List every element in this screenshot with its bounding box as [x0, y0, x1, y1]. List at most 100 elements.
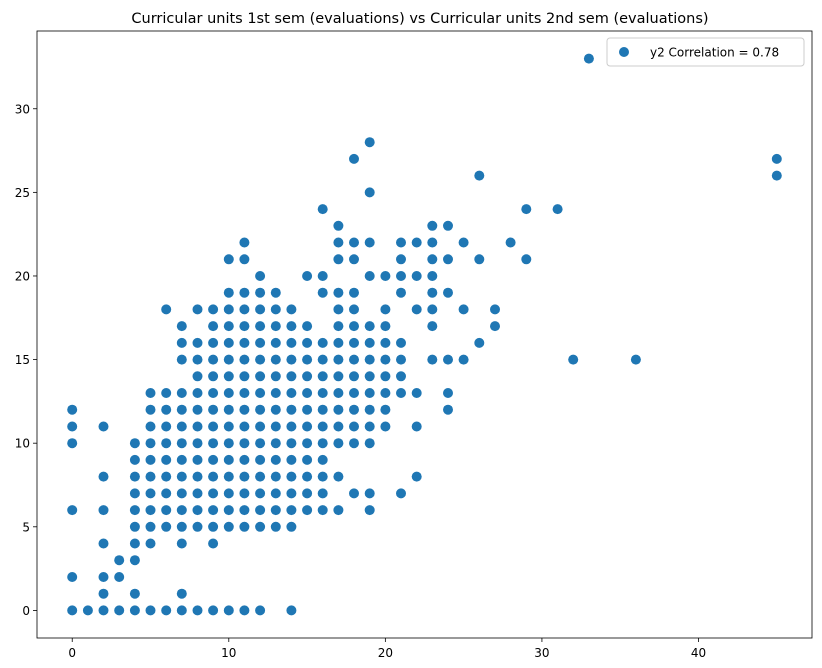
- data-point: [208, 404, 219, 415]
- data-point: [286, 421, 297, 432]
- data-point: [396, 254, 406, 265]
- data-point: [427, 271, 438, 281]
- data-point: [208, 538, 219, 549]
- data-point: [255, 421, 266, 432]
- data-point: [286, 505, 297, 516]
- x-tick-label: 40: [691, 646, 706, 660]
- data-point: [317, 421, 328, 432]
- data-point: [98, 421, 109, 432]
- data-point: [145, 538, 156, 549]
- data-point: [349, 421, 359, 432]
- data-point: [223, 454, 234, 465]
- data-point: [82, 605, 93, 616]
- data-point: [129, 521, 140, 532]
- data-point: [396, 488, 406, 499]
- data-point: [239, 488, 250, 499]
- data-point: [129, 488, 140, 499]
- data-point: [364, 337, 375, 348]
- data-point: [192, 505, 203, 516]
- data-point: [317, 371, 328, 382]
- data-point: [176, 488, 187, 499]
- data-point: [317, 471, 328, 482]
- data-point: [176, 404, 187, 415]
- data-point: [286, 304, 297, 315]
- data-point: [317, 287, 328, 298]
- data-point: [67, 438, 78, 449]
- data-point: [208, 488, 219, 499]
- data-point: [114, 572, 125, 582]
- data-point: [161, 388, 172, 398]
- data-point: [317, 337, 328, 348]
- data-point: [270, 321, 281, 332]
- data-point: [270, 404, 281, 415]
- chart-title: Curricular units 1st sem (evaluations) v…: [131, 11, 708, 27]
- data-point: [208, 454, 219, 465]
- data-point: [396, 337, 406, 348]
- data-point: [286, 321, 297, 332]
- data-points: [67, 53, 782, 616]
- legend-label: y2 Correlation = 0.78: [650, 46, 779, 60]
- data-point: [239, 237, 250, 248]
- data-point: [239, 438, 250, 449]
- data-point: [129, 605, 140, 616]
- legend: y2 Correlation = 0.78: [606, 37, 805, 67]
- y-axis-ticks: 0 5 10 15 20 25 30: [15, 102, 37, 618]
- data-point: [208, 605, 219, 616]
- data-point: [161, 605, 172, 616]
- data-point: [161, 488, 172, 499]
- data-point: [411, 388, 422, 398]
- data-point: [192, 371, 203, 382]
- data-point: [317, 204, 328, 215]
- data-point: [349, 321, 359, 332]
- data-point: [364, 187, 375, 198]
- data-point: [192, 605, 203, 616]
- x-tick-label: 0: [68, 646, 76, 660]
- data-point: [223, 304, 234, 315]
- data-point: [176, 521, 187, 532]
- data-point: [349, 304, 359, 315]
- data-point: [302, 354, 313, 365]
- data-point: [239, 304, 250, 315]
- data-point: [364, 488, 375, 499]
- data-point: [427, 254, 438, 265]
- data-point: [176, 454, 187, 465]
- data-point: [129, 454, 140, 465]
- data-point: [411, 471, 422, 482]
- data-point: [317, 505, 328, 516]
- data-point: [364, 388, 375, 398]
- data-point: [145, 404, 156, 415]
- data-point: [270, 471, 281, 482]
- data-point: [98, 588, 109, 599]
- data-point: [396, 354, 406, 365]
- data-point: [349, 354, 359, 365]
- data-point: [333, 388, 344, 398]
- data-point: [333, 304, 344, 315]
- data-point: [223, 488, 234, 499]
- data-point: [239, 388, 250, 398]
- data-point: [270, 454, 281, 465]
- data-point: [192, 388, 203, 398]
- data-point: [223, 521, 234, 532]
- data-point: [302, 388, 313, 398]
- data-point: [302, 421, 313, 432]
- data-point: [239, 254, 250, 265]
- data-point: [396, 388, 406, 398]
- data-point: [771, 170, 782, 181]
- data-point: [255, 371, 266, 382]
- data-point: [192, 304, 203, 315]
- data-point: [176, 421, 187, 432]
- data-point: [317, 271, 328, 281]
- data-point: [490, 304, 500, 315]
- data-point: [443, 388, 453, 398]
- data-point: [333, 421, 344, 432]
- data-point: [302, 271, 313, 281]
- data-point: [208, 471, 219, 482]
- data-point: [223, 287, 234, 298]
- data-point: [286, 471, 297, 482]
- data-point: [67, 505, 78, 516]
- data-point: [270, 304, 281, 315]
- data-point: [161, 521, 172, 532]
- data-point: [223, 404, 234, 415]
- data-point: [380, 337, 391, 348]
- data-point: [490, 321, 500, 332]
